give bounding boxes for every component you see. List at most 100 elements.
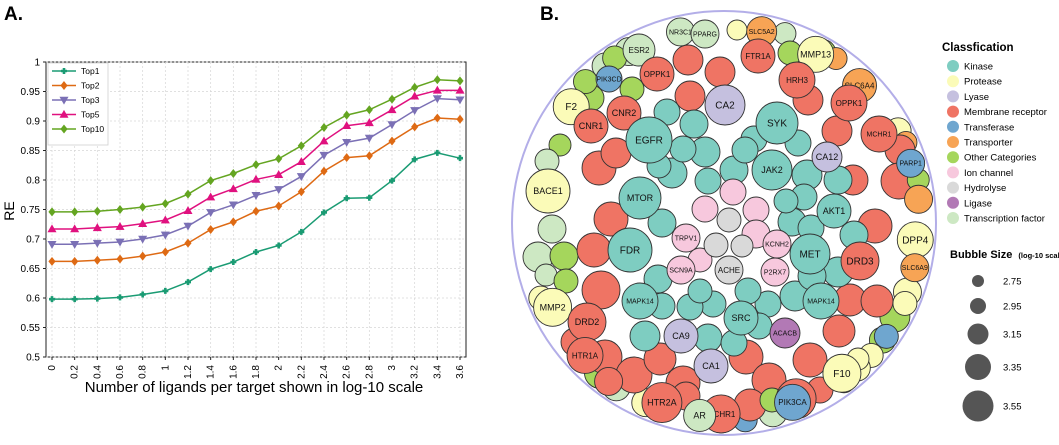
size-legend-item: 2.95 — [970, 298, 1022, 314]
x-tick-label: 1.4 — [206, 365, 217, 379]
legend-item-category: Transferase — [947, 120, 1014, 133]
bubble-circle — [690, 19, 720, 49]
data-point-top1 — [184, 279, 192, 286]
data-point-top2 — [365, 151, 373, 161]
bubble-parp1: PARP1 — [896, 148, 926, 178]
legend-category-label: Membrane receptor — [964, 107, 1047, 118]
bubble-label: P2RX7 — [764, 269, 786, 276]
bubble-mtor: MTOR — [618, 176, 662, 220]
bubble-label: MAPK14 — [807, 298, 835, 305]
panel-a: A. 0.50.550.60.650.70.750.80.850.90.951 … — [1, 4, 467, 396]
legend-swatch-marker — [59, 109, 69, 118]
data-point-top10 — [320, 123, 328, 132]
data-point-top2 — [388, 136, 396, 146]
bubble-circle — [566, 337, 604, 374]
data-point-top1 — [117, 294, 123, 301]
data-point-top10 — [297, 141, 305, 151]
legend-swatch-marker — [60, 81, 68, 90]
legend-item-category: Other Categories — [947, 151, 1037, 164]
y-axis-label: RE — [1, 201, 17, 220]
bubble-circle — [769, 317, 801, 349]
data-point-top3 — [432, 95, 442, 104]
bubble-circle — [860, 115, 898, 153]
y-axis-ticks: 0.5 0.55 0.6 0.65 0.7 0.75 0.8 0.85 0.9 0.95 1 — [21, 58, 46, 364]
bubble-circle — [618, 176, 662, 220]
bubble-egfr: EGFR — [625, 116, 673, 164]
data-point-top2 — [456, 114, 464, 124]
bubble-label: ACACB — [773, 330, 797, 337]
data-point-top5 — [455, 85, 465, 94]
bubble-label: SLC6A4 — [845, 81, 875, 90]
bubble-ca9: CA9 — [663, 318, 699, 354]
legend-item-category: Ligase — [947, 196, 992, 209]
legend-category-label: Protease — [964, 77, 1002, 88]
legend-item-category: Transcription factor — [947, 212, 1045, 225]
data-point-top1 — [252, 248, 260, 255]
x-tick-label: 0.2 — [70, 365, 81, 379]
x-tick-label: 1.6 — [228, 365, 239, 379]
bubble-ca12: CA12 — [811, 141, 843, 173]
x-tick-label: 3.4 — [432, 365, 443, 379]
x-tick-label: 0.6 — [115, 365, 126, 379]
data-point-top10 — [252, 160, 260, 170]
bubble-ache: ACHE — [714, 255, 744, 285]
bubble-label: MCHR1 — [867, 131, 892, 138]
x-tick-label: 0.4 — [92, 365, 103, 379]
bubble-circle — [830, 84, 868, 122]
data-point-top10 — [116, 205, 124, 214]
series-top1 — [49, 149, 464, 303]
bubble-circle — [714, 255, 744, 285]
data-point-top2 — [71, 256, 79, 266]
bubble-label: MMP13 — [800, 49, 831, 59]
bubble-label: F10 — [833, 369, 851, 380]
series-top10 — [48, 75, 464, 217]
size-legend-item: 3.35 — [965, 354, 1022, 380]
size-legend-subtitle: (log-10 scale) — [1018, 251, 1059, 260]
data-point-top5 — [228, 184, 238, 193]
bubble-circle — [723, 300, 759, 336]
bubble-acacb: ACACB — [769, 317, 801, 349]
bubble — [694, 167, 722, 195]
data-point-top2 — [252, 206, 260, 216]
data-point-top3 — [183, 222, 193, 231]
bubble-circle — [840, 241, 880, 281]
y-tick-label: 0.95 — [21, 87, 41, 98]
bubble — [860, 284, 894, 318]
bubble-circle — [900, 253, 930, 283]
data-point-top2 — [320, 166, 328, 176]
x-tick-label: 2.6 — [342, 365, 353, 379]
bubble-label: SCN9A — [669, 267, 693, 274]
bubble-label: SLC5A2 — [749, 29, 775, 36]
data-point-top5 — [47, 224, 57, 233]
data-point-top10 — [71, 207, 79, 217]
x-tick-label: 2 — [274, 365, 285, 371]
y-tick-label: 0.55 — [21, 323, 41, 334]
data-point-top1 — [162, 287, 169, 294]
x-tick-label: 3 — [387, 365, 398, 371]
bubble-circle — [683, 399, 717, 432]
size-legend-circle — [972, 275, 984, 287]
bubble — [719, 178, 747, 206]
data-point-top1 — [434, 149, 441, 156]
data-point-top10 — [456, 76, 464, 86]
data-point-top10 — [93, 206, 101, 216]
data-point-top5 — [296, 157, 306, 166]
bubble-circle — [774, 383, 811, 421]
bubble-label: EGFR — [635, 136, 663, 147]
x-tick-label: 0 — [47, 365, 58, 371]
y-tick-label: 0.65 — [21, 264, 41, 275]
size-legend-label: 3.15 — [1003, 330, 1022, 341]
data-point-top10 — [275, 154, 283, 164]
data-point-top5 — [160, 215, 170, 224]
data-point-top3 — [115, 238, 125, 247]
legend-item-top5: Top5 — [52, 110, 100, 120]
bubble — [549, 241, 579, 271]
bubble-htr2a: HTR2A — [641, 382, 683, 424]
bubble-label: ESR2 — [629, 46, 650, 55]
bubble — [647, 208, 677, 238]
bubble-syk: SYK — [755, 101, 799, 145]
bubble-circle — [621, 282, 659, 320]
bubble-f10: F10 — [822, 353, 862, 393]
legend-category-label: Transcription factor — [964, 214, 1045, 225]
